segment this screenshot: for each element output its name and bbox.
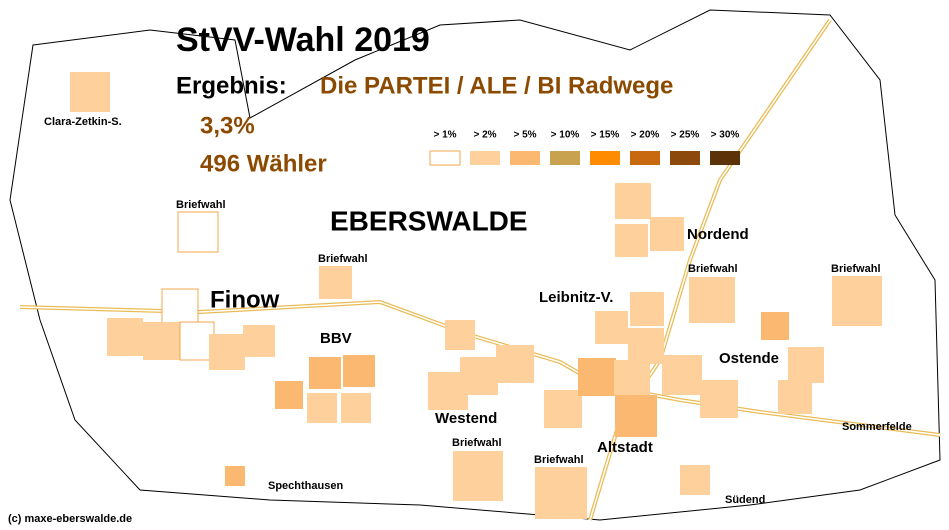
district-label: Westend [435,410,497,427]
voters: 496 Wähler [200,150,327,177]
legend-swatch [510,151,540,165]
place-label: Briefwahl [534,454,584,466]
place-label: Sommerfelde [842,421,912,433]
place-label: Briefwahl [176,199,226,211]
legend-swatch [429,150,461,166]
legend-swatch [630,151,660,165]
place-label: Briefwahl [318,253,368,265]
district-label: BBV [320,330,352,347]
legend-swatch [710,151,740,165]
legend-label: > 15% [591,130,620,141]
district-label: Finow [210,286,280,313]
legend-swatch [470,151,500,165]
district-label: Nordend [687,226,749,243]
legend-label: > 20% [631,130,660,141]
result-squares [70,72,882,519]
legend-label: > 5% [513,130,536,141]
legend-label: > 30% [711,130,740,141]
party: Die PARTEI / ALE / BI Radwege [320,72,673,99]
place-label: Südend [725,494,765,506]
place-label: Briefwahl [452,437,502,449]
legend-label: > 2% [473,130,496,141]
legend-swatch [590,151,620,165]
place-label: Clara-Zetkin-S. [44,116,122,128]
copyright: (c) maxe-eberswalde.de [8,513,132,525]
place-label: Spechthausen [268,480,343,492]
legend: > 1% > 2% > 5% > 10% > 15% > 20% > 25% > 30% [429,130,740,166]
city-name: EBERSWALDE [330,205,528,236]
legend-label: > 1% [433,130,456,141]
district-label: Altstadt [597,439,653,456]
legend-label: > 25% [671,130,700,141]
district-label: Ostende [719,350,779,367]
legend-swatch [550,151,580,165]
legend-swatch [670,151,700,165]
place-label: Briefwahl [688,263,738,275]
result-label: Ergebnis: [176,72,287,99]
legend-label: > 10% [551,130,580,141]
place-label: Briefwahl [831,263,881,275]
title: StVV-Wahl 2019 [176,21,430,59]
district-label: Leibnitz-V. [539,289,613,306]
share: 3,3% [200,112,255,139]
